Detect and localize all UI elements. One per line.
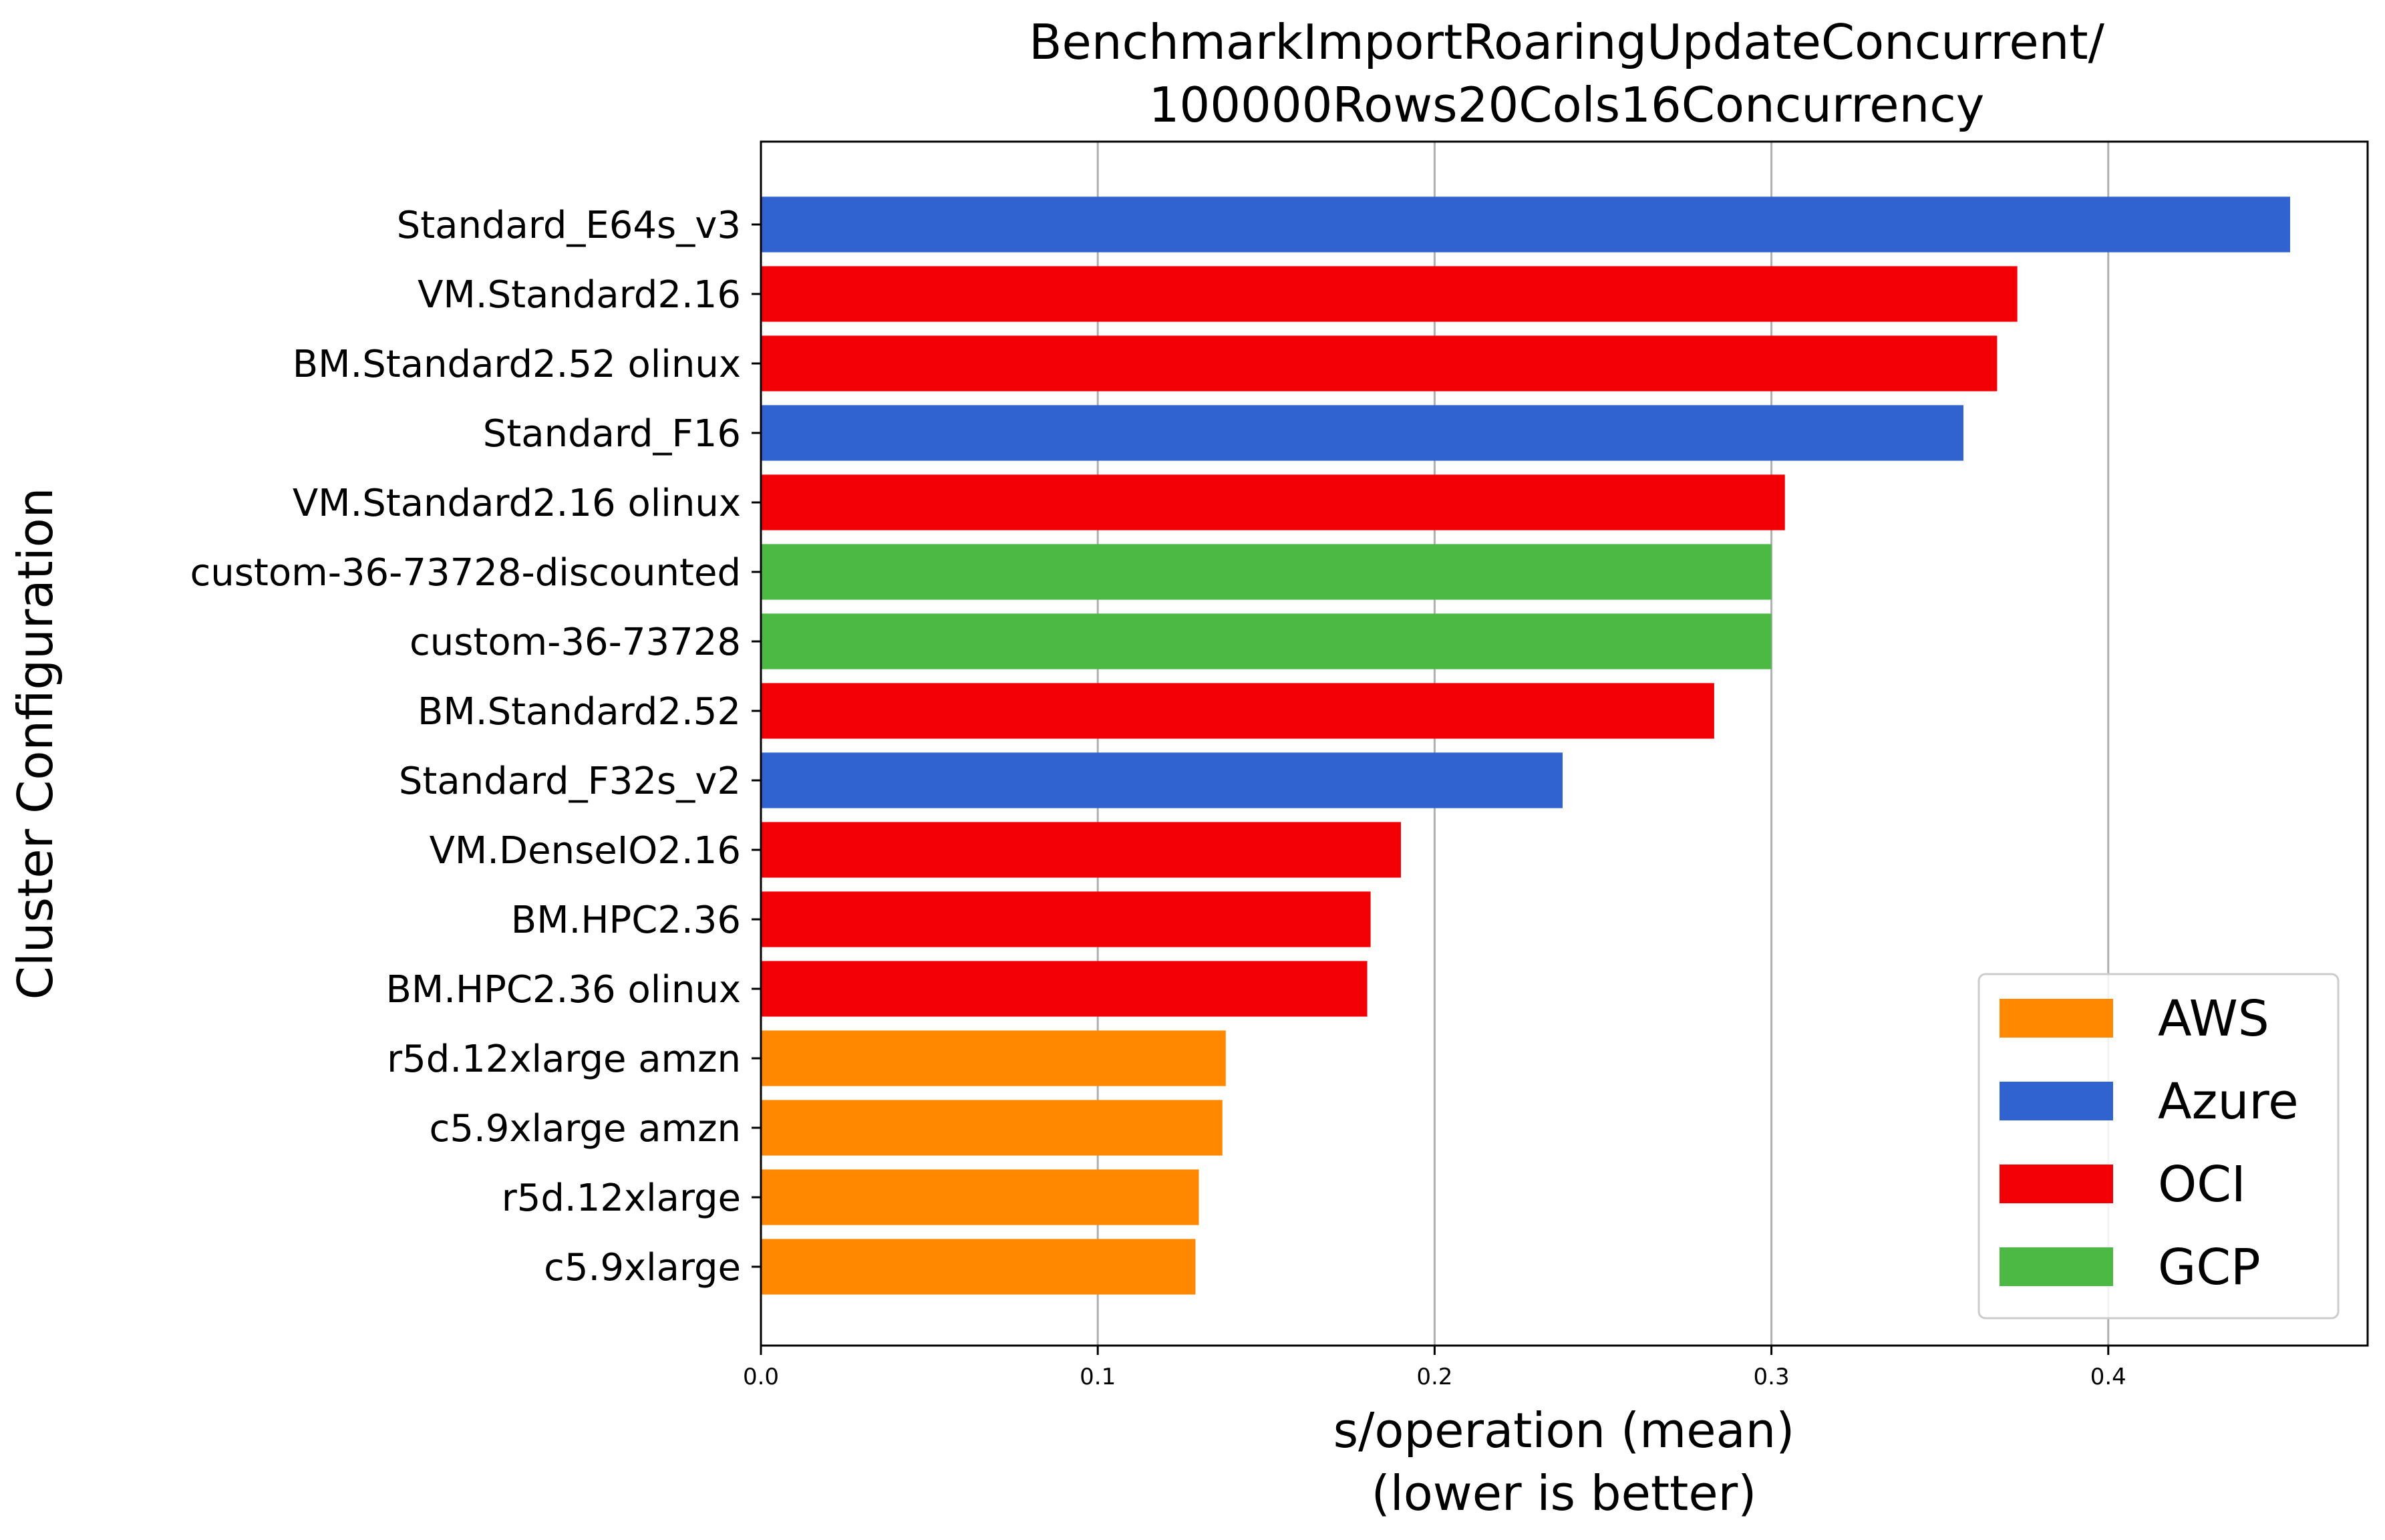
x-axis-label-line-1: s/operation (mean) [1333, 1402, 1795, 1458]
bar [761, 822, 1401, 878]
bar [761, 266, 2018, 322]
y-tick-label: VM.DenseIO2.16 [430, 829, 741, 873]
y-tick-label: VM.Standard2.16 olinux [293, 482, 741, 525]
y-tick-label: c5.9xlarge [544, 1246, 741, 1289]
bar [761, 335, 1998, 392]
plot-frame [760, 140, 2369, 1347]
y-tick-label: custom-36-73728-discounted [190, 551, 741, 595]
axis-ticks: 0.0 0.1 0.2 0.3 0.4 Standard_E64s_v3 VM.Standa… [190, 204, 2126, 1390]
bar [761, 891, 1371, 947]
y-tick-label: Standard_E64s_v3 [397, 204, 741, 247]
y-tick-label: VM.Standard2.16 [418, 273, 741, 317]
bar [761, 405, 1963, 461]
legend-label: OCI [2158, 1156, 2246, 1213]
bar [761, 961, 1368, 1017]
y-tick-label: BM.Standard2.52 olinux [293, 343, 741, 386]
y-tick-label: Standard_F16 [483, 412, 741, 456]
legend-label: Azure [2158, 1073, 2299, 1130]
bar [761, 1239, 1196, 1295]
legend: AWS Azure OCI GCP [1977, 973, 2340, 1320]
x-tick-label: 0.4 [2090, 1364, 2126, 1390]
legend-swatch [2000, 1247, 2113, 1286]
chart-title-line-2: 100000Rows20Cols16Concurrency [1149, 77, 1985, 133]
x-tick-label: 0.2 [1416, 1364, 1452, 1390]
chart-title-line-1: BenchmarkImportRoaringUpdateConcurrent/ [1029, 14, 2104, 70]
legend-label: GCP [2158, 1239, 2261, 1296]
y-tick-label: custom-36-73728 [410, 621, 741, 664]
bar [761, 1100, 1223, 1156]
legend-frame [1977, 973, 2340, 1320]
y-tick-label: r5d.12xlarge amzn [387, 1038, 741, 1081]
bar [761, 544, 1772, 600]
bar [761, 1030, 1226, 1086]
bar [761, 1169, 1199, 1225]
bar [761, 613, 1772, 669]
y-tick-label: BM.HPC2.36 [511, 899, 741, 942]
y-tick-label: r5d.12xlarge [502, 1177, 741, 1220]
x-axis-label-line-2: (lower is better) [1372, 1465, 1757, 1521]
x-tick-label: 0.1 [1080, 1364, 1116, 1390]
bar [761, 474, 1785, 530]
bar [761, 683, 1714, 739]
y-tick-label: c5.9xlarge amzn [430, 1107, 741, 1150]
legend-swatch [2000, 999, 2113, 1038]
bar [761, 196, 2291, 253]
legend-swatch [2000, 1082, 2113, 1120]
y-axis-label: Cluster Configuration [7, 488, 63, 1000]
x-tick-label: 0.3 [1754, 1364, 1790, 1390]
bars [761, 196, 2291, 1295]
y-tick-label: Standard_F32s_v2 [399, 760, 741, 803]
x-tick-label: 0.0 [743, 1364, 779, 1390]
gridlines [1096, 142, 2110, 1346]
y-tick-label: BM.Standard2.52 [418, 690, 741, 734]
legend-swatch [2000, 1165, 2113, 1203]
bar [761, 752, 1563, 808]
legend-label: AWS [2158, 990, 2269, 1048]
y-tick-label: BM.HPC2.36 olinux [385, 968, 741, 1012]
